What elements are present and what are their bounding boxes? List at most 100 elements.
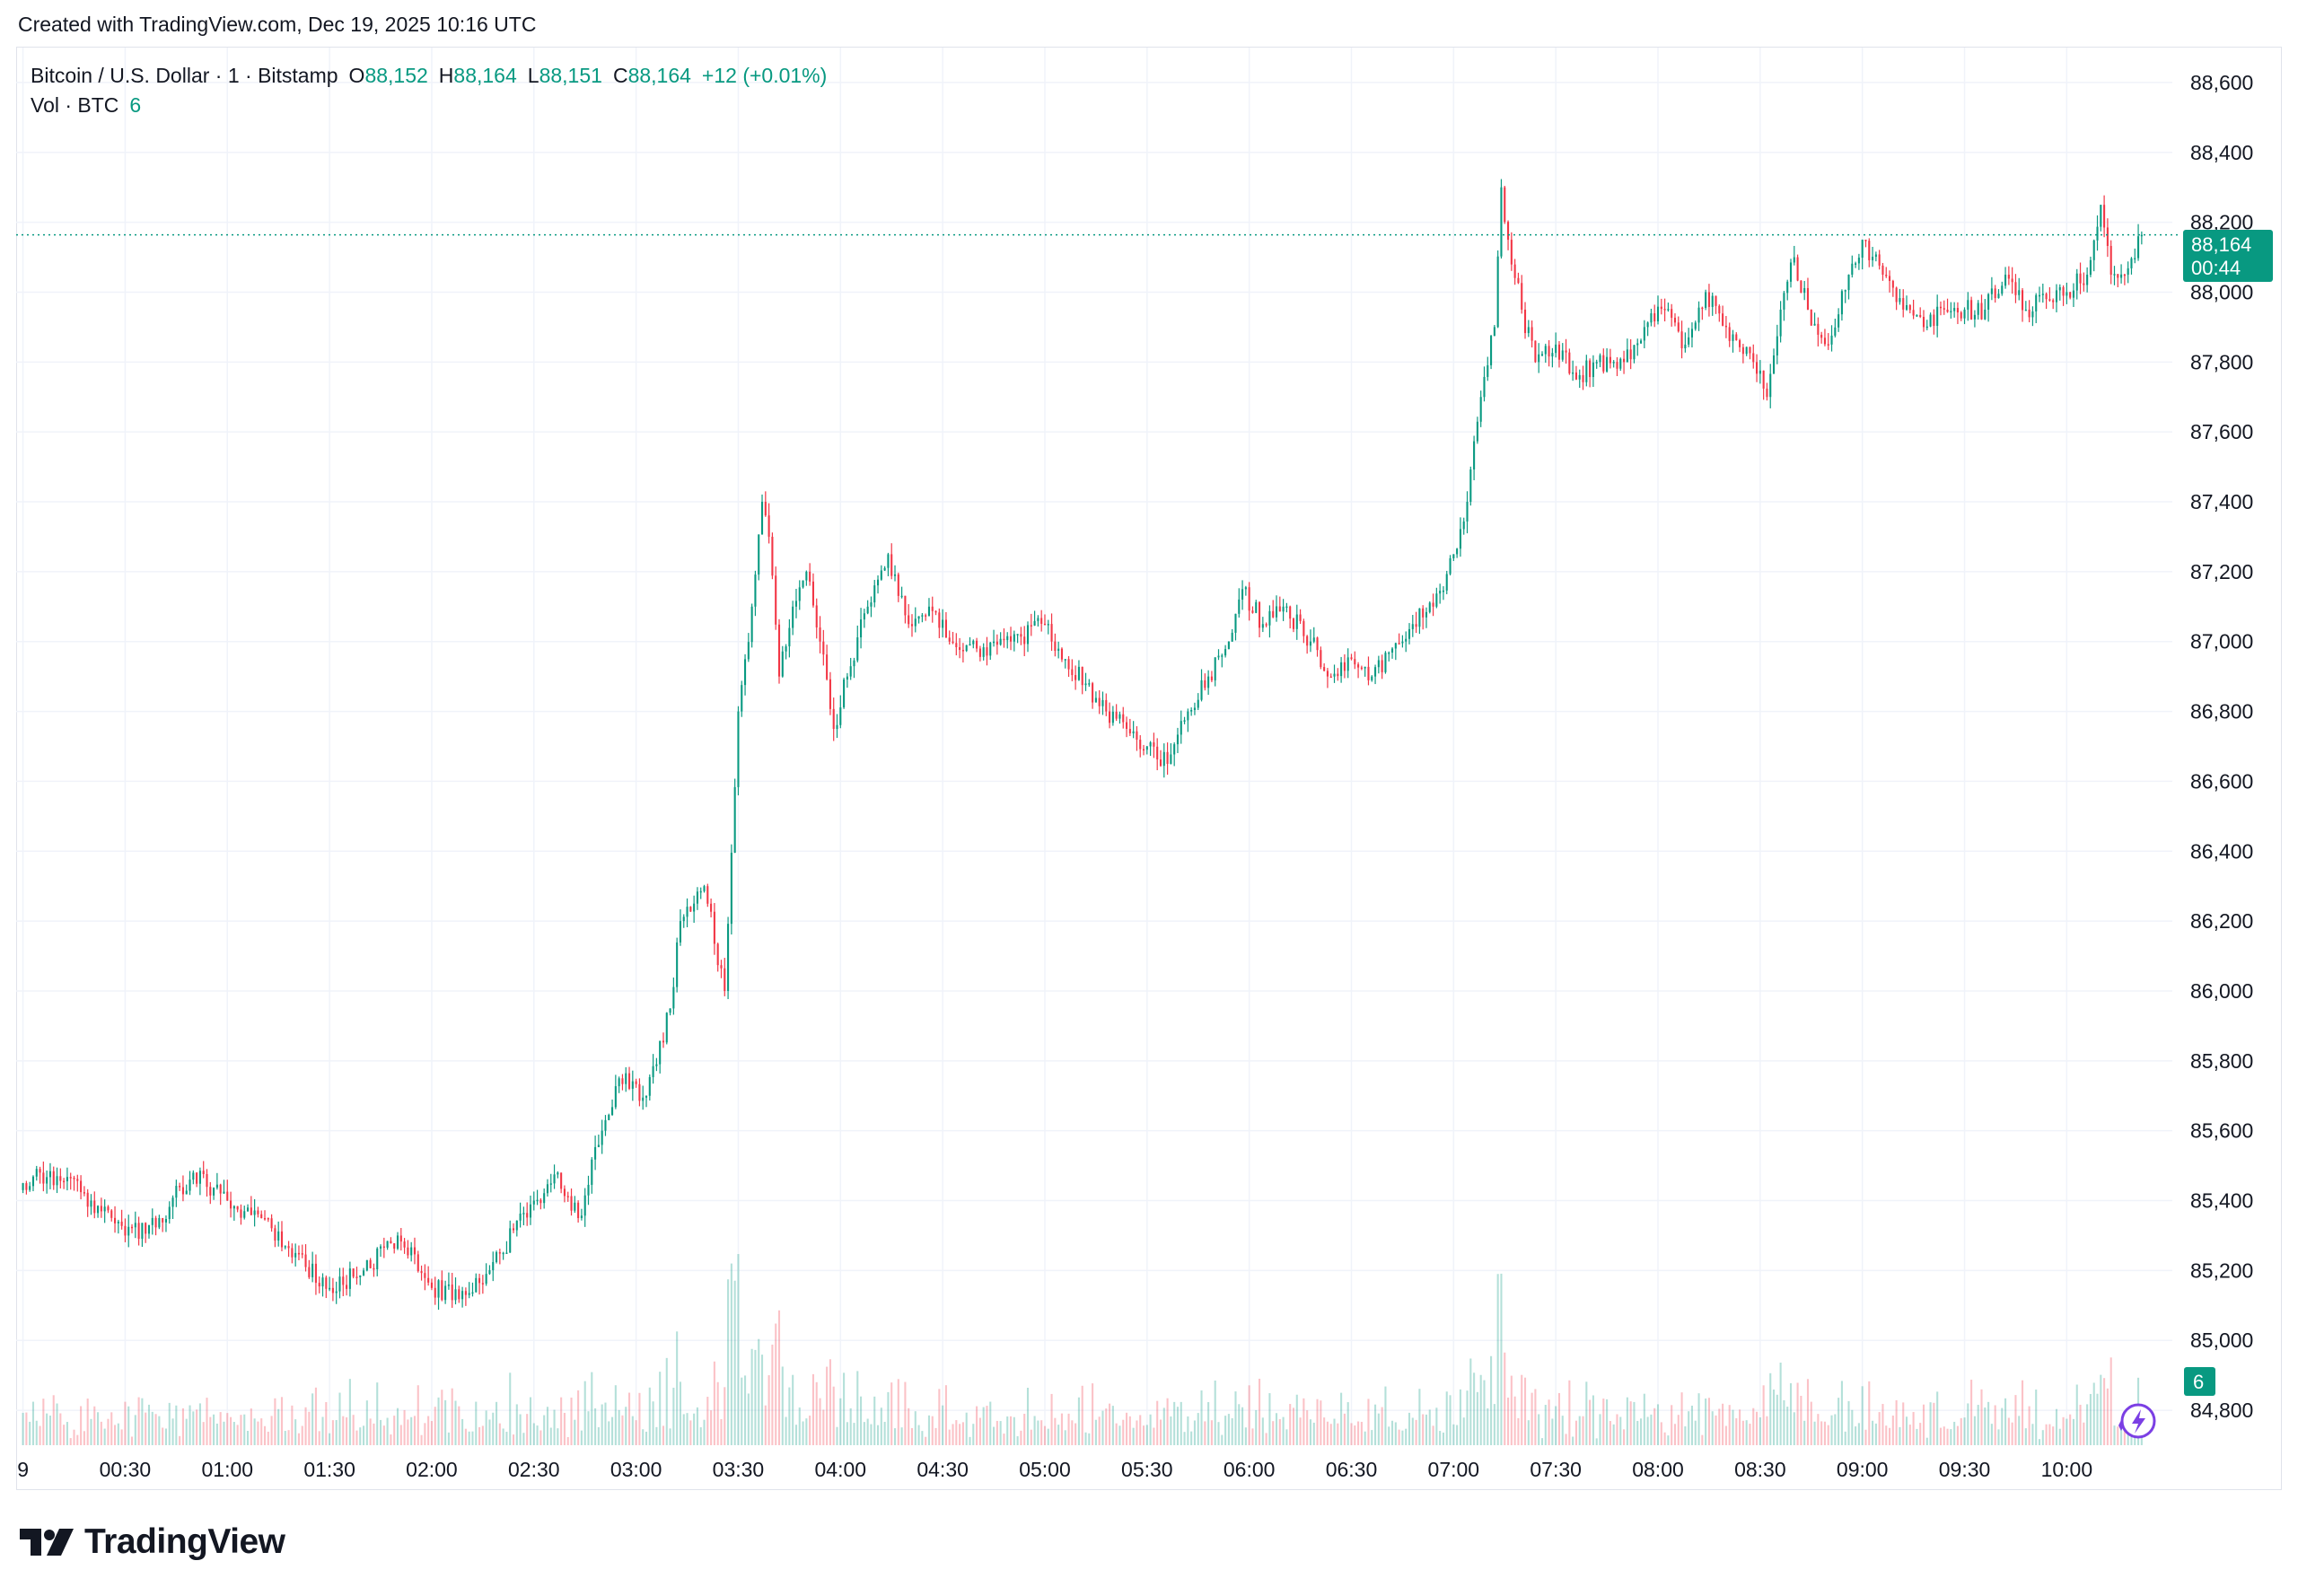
volume-bar (1398, 1429, 1400, 1445)
volume-bar (1555, 1406, 1557, 1445)
volume-bar (1705, 1399, 1707, 1445)
candle-body (713, 911, 715, 944)
volume-bar (1796, 1382, 1799, 1445)
volume-bar (1030, 1429, 1032, 1445)
x-tick-label: 10:00 (2041, 1458, 2093, 1481)
y-tick-label: 88,000 (2190, 280, 2253, 303)
volume-bar (1783, 1399, 1785, 1445)
candle-body (1377, 660, 1380, 668)
candle-body (253, 1210, 256, 1215)
volume-bar (839, 1398, 842, 1445)
candle-body (403, 1241, 406, 1248)
volume-bar (1320, 1400, 1322, 1445)
candle-body (1660, 306, 1662, 310)
tradingview-brand[interactable]: TradingView (20, 1522, 285, 1562)
candle-body (893, 574, 897, 576)
volume-bar (993, 1426, 996, 1445)
candle-body (502, 1252, 504, 1255)
volume-bar (393, 1416, 396, 1445)
candle-body (280, 1231, 284, 1248)
volume-bar (1956, 1425, 1959, 1445)
candle-body (563, 1188, 566, 1197)
candle-body (386, 1241, 389, 1248)
candle-body (1513, 264, 1516, 278)
candle-body (1574, 372, 1577, 380)
volume-bar (1663, 1432, 1666, 1445)
volume-bar (1333, 1418, 1336, 1445)
volume-bar (230, 1416, 232, 1445)
candle-body (1861, 240, 1864, 259)
volume-bar (1510, 1375, 1513, 1445)
candle-body (498, 1252, 501, 1254)
candle-body (2134, 258, 2136, 260)
volume-bar (1221, 1434, 1224, 1445)
symbol-title[interactable]: Bitcoin / U.S. Dollar · 1 · Bitstamp (31, 64, 338, 87)
candle-body (114, 1217, 117, 1223)
volume-bar (223, 1421, 225, 1445)
candle-body (1462, 521, 1465, 530)
volume-bar (1639, 1418, 1643, 1445)
candle-body (1820, 334, 1823, 338)
volume-bar (1868, 1381, 1871, 1445)
candle-body (934, 610, 937, 613)
candle-body (451, 1285, 453, 1301)
candle-body (1081, 666, 1083, 686)
candle-body (69, 1177, 72, 1179)
last-price-value: 88,164 (2191, 233, 2251, 256)
volume-bar (1323, 1417, 1326, 1445)
candle-body (1364, 666, 1366, 669)
y-tick-label: 86,200 (2190, 909, 2253, 933)
candle-body (1728, 327, 1731, 341)
volume-bar (686, 1413, 689, 1445)
candle-body (1724, 325, 1727, 328)
candle-body (1320, 650, 1322, 668)
candle-body (1769, 373, 1772, 398)
volume-bar (1162, 1407, 1165, 1445)
candle-body (226, 1191, 229, 1201)
volume-bar (1749, 1424, 1751, 1445)
open-value: 88,152 (364, 64, 428, 87)
volume-bar (1357, 1421, 1360, 1445)
volume-bar (931, 1416, 934, 1445)
candle-body (492, 1261, 495, 1271)
volume-bar (1905, 1416, 1908, 1445)
volume-bar (1565, 1434, 1567, 1445)
volume-bar (938, 1389, 941, 1445)
volume-bar (209, 1416, 212, 1445)
volume-bar (390, 1434, 392, 1445)
volume-bar (2021, 1380, 2024, 1445)
volume-bar (240, 1415, 242, 1445)
candle-body (1565, 350, 1567, 353)
volume-bar (1732, 1409, 1734, 1445)
lightning-icon[interactable] (2118, 1403, 2156, 1439)
volume-bar (1899, 1426, 1901, 1445)
candle-body (1340, 662, 1343, 677)
volume-bar (213, 1414, 215, 1445)
candle-body (198, 1171, 201, 1184)
volume-bar (1050, 1393, 1053, 1445)
candle-body (2011, 278, 2013, 283)
candle-body (1282, 606, 1285, 612)
volume-bar (893, 1428, 897, 1445)
volume-bar (2024, 1428, 2027, 1445)
volume-bar (925, 1436, 927, 1445)
chart-frame (16, 47, 2282, 1490)
candle-body (2127, 267, 2129, 276)
candle-body (1639, 340, 1643, 344)
volume-bar (331, 1420, 334, 1445)
candle-body (733, 786, 736, 853)
volume-bar (1759, 1417, 1761, 1445)
candle-body (1445, 574, 1448, 591)
candle-body (741, 685, 743, 712)
volume-bar (1677, 1415, 1680, 1445)
candle-body (1442, 590, 1444, 592)
y-tick-label: 87,800 (2190, 350, 2253, 373)
volume-bar (1060, 1413, 1063, 1445)
volume-bar (158, 1416, 161, 1445)
volume-bar (635, 1420, 637, 1445)
volume-label[interactable]: Vol · BTC (31, 93, 119, 117)
volume-bar (1193, 1420, 1196, 1445)
volume-bar (488, 1419, 491, 1445)
candle-body (318, 1283, 320, 1287)
